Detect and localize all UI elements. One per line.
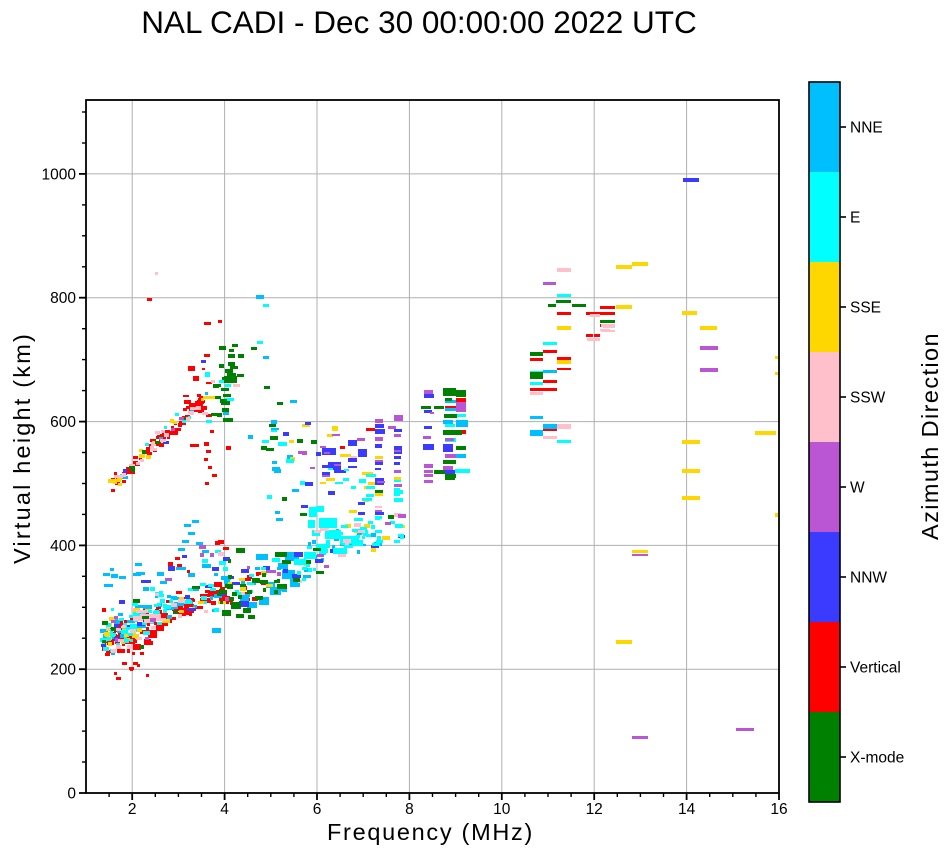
svg-text:16: 16 [770,801,787,818]
svg-text:E: E [850,210,860,227]
svg-text:W: W [850,480,865,497]
svg-text:SSE: SSE [850,300,881,317]
svg-text:2: 2 [128,801,137,818]
svg-text:X-mode: X-mode [850,750,904,767]
svg-text:600: 600 [50,414,76,431]
svg-text:200: 200 [50,662,76,679]
svg-text:0: 0 [67,786,76,803]
svg-text:400: 400 [50,538,76,555]
svg-text:1000: 1000 [42,166,77,183]
svg-text:NNE: NNE [850,120,883,137]
svg-text:NAL CADI - Dec 30 00:00:00 202: NAL CADI - Dec 30 00:00:00 2022 UTC [141,4,697,40]
svg-text:4: 4 [220,801,229,818]
svg-text:6: 6 [313,801,322,818]
svg-text:10: 10 [493,801,511,818]
svg-text:12: 12 [586,801,603,818]
svg-text:SSW: SSW [850,390,886,407]
svg-text:Virtual height (km): Virtual height (km) [9,332,35,564]
svg-text:8: 8 [405,801,414,818]
svg-text:Azimuth Direction: Azimuth Direction [917,332,943,540]
svg-text:NNW: NNW [850,570,887,587]
svg-text:14: 14 [678,801,696,818]
svg-text:800: 800 [50,290,76,307]
svg-text:Frequency (MHz): Frequency (MHz) [327,819,534,845]
svg-text:Vertical: Vertical [850,660,901,677]
